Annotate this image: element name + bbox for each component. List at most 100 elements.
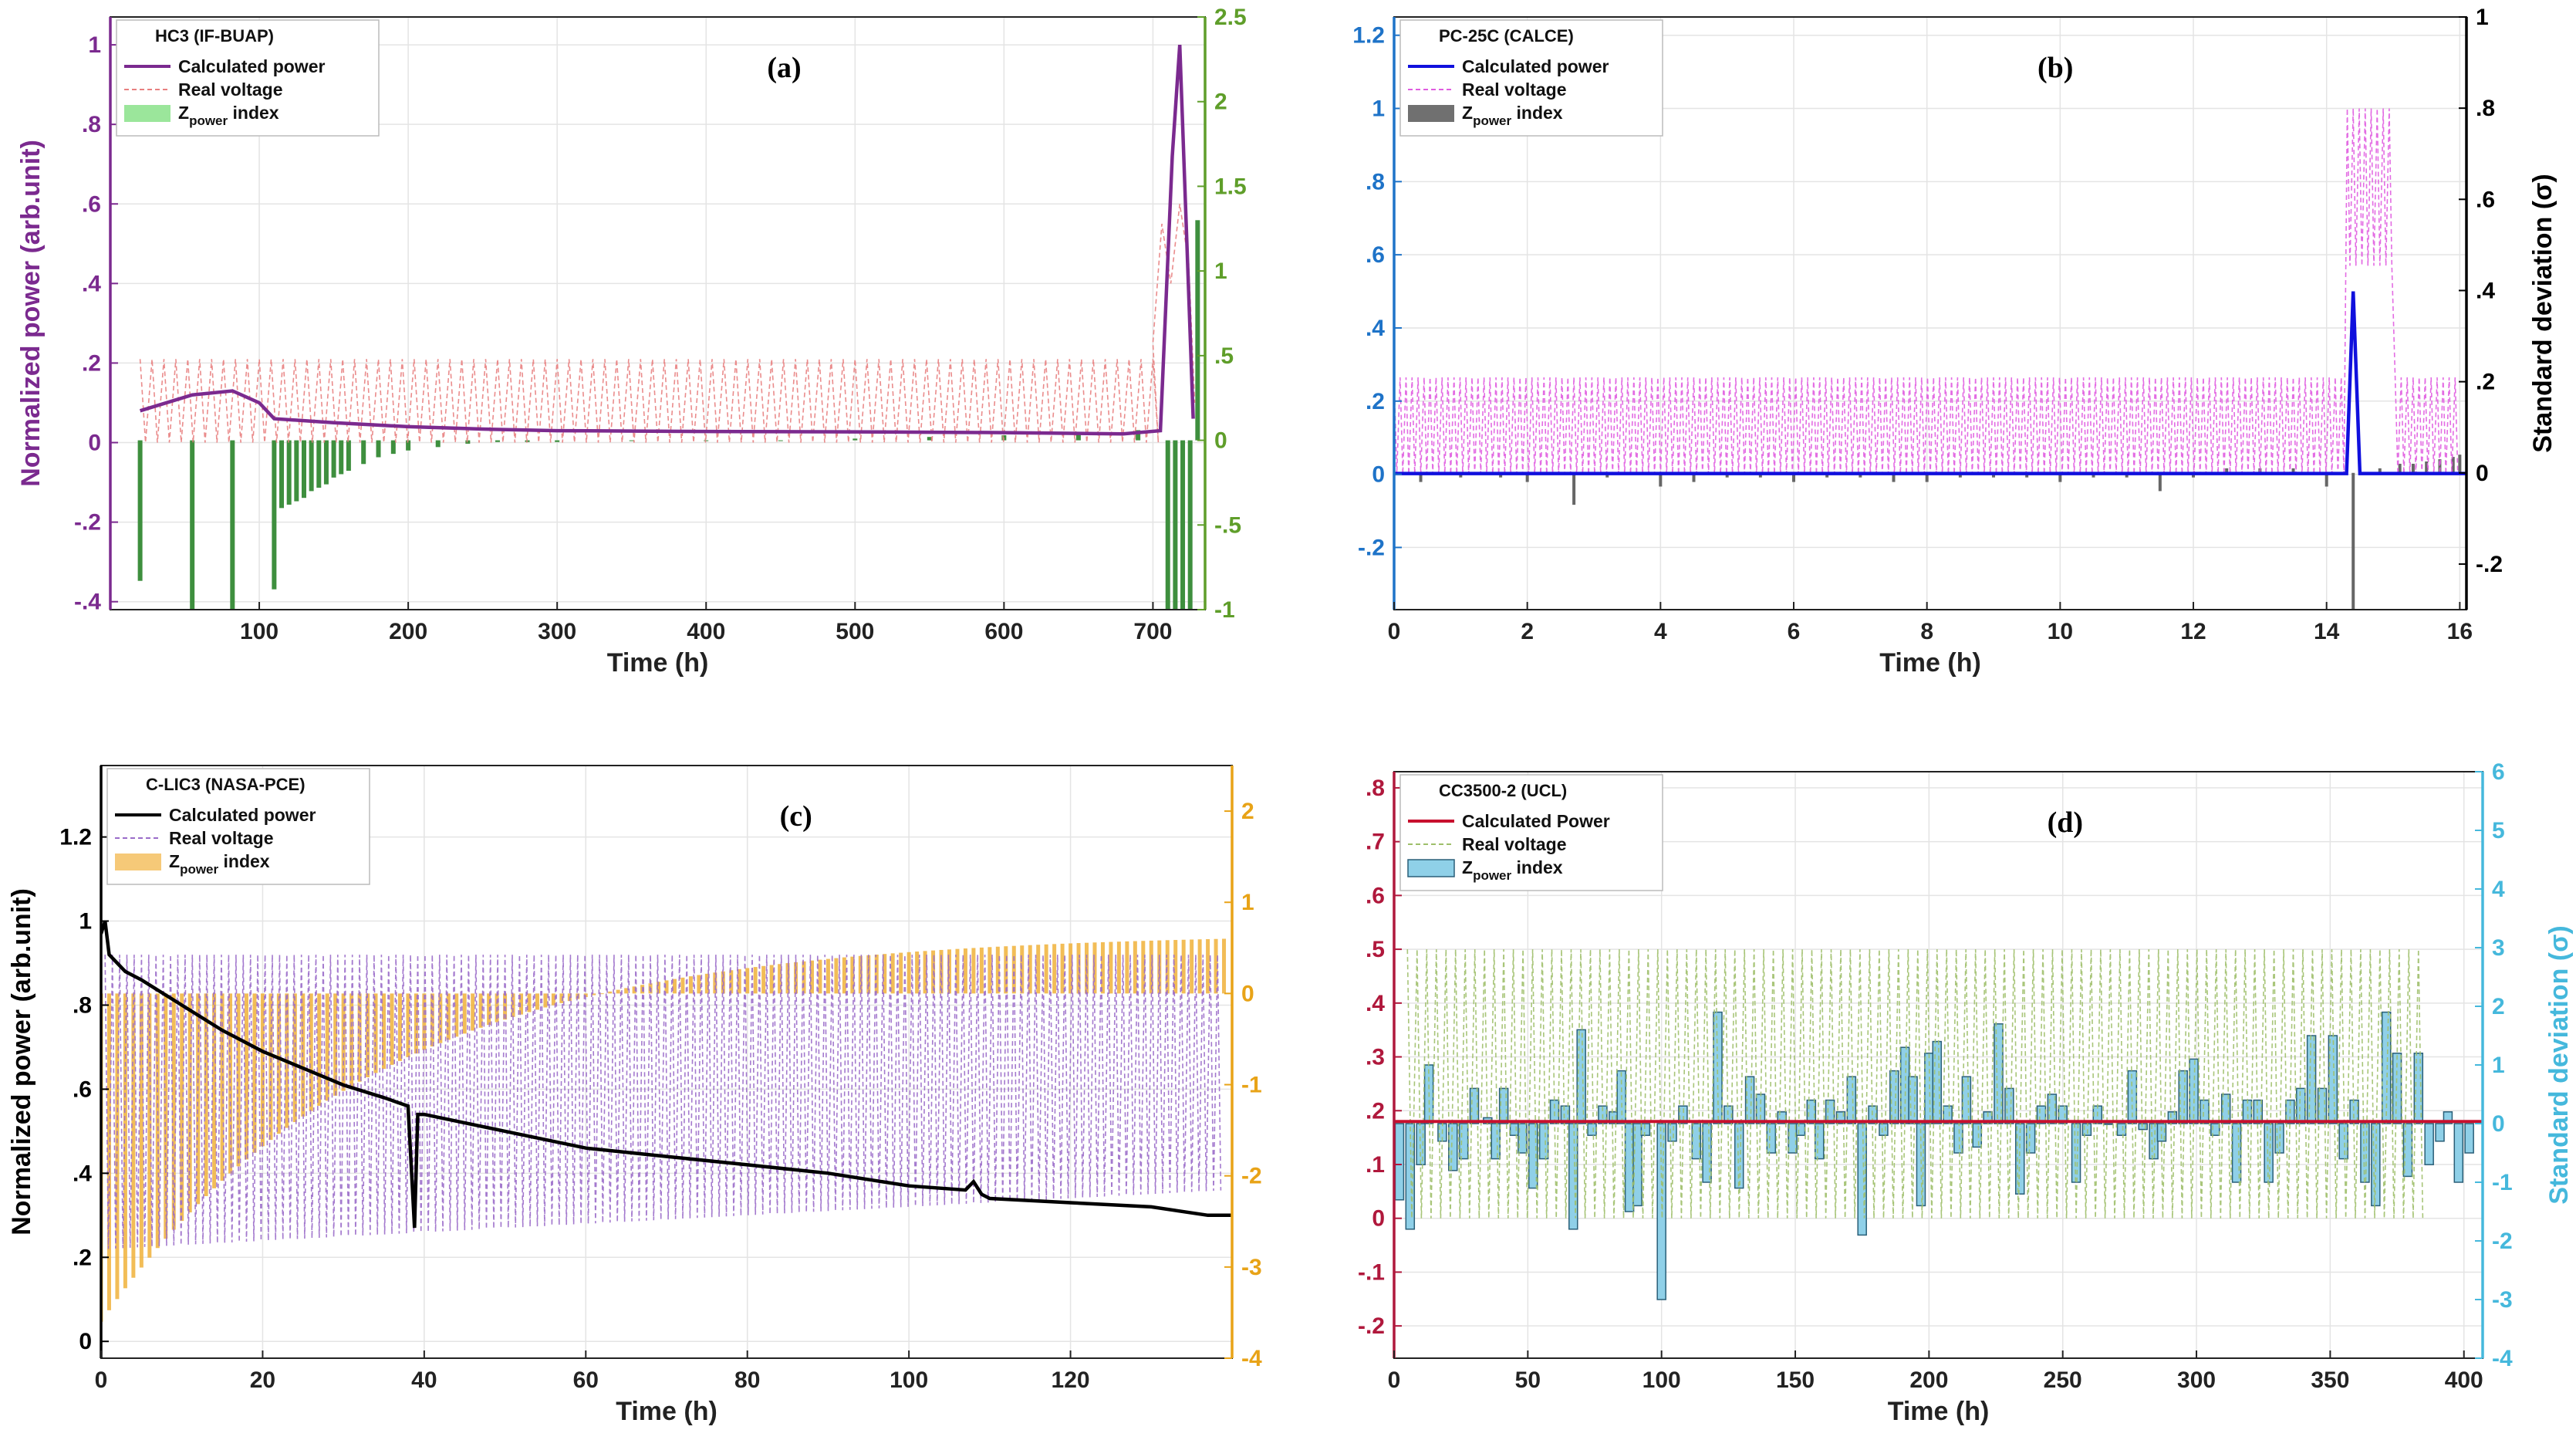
y-tick-label: 0: [88, 431, 101, 456]
zpower-bar: [555, 440, 560, 442]
zpower-bar: [495, 440, 500, 442]
x-tick-label: 200: [1909, 1367, 1948, 1393]
y-tick-label: .6: [1366, 883, 1385, 908]
panel-label: (d): [2048, 806, 2083, 839]
zpower-bar: [809, 960, 814, 994]
zpower-bar: [1498, 1087, 1509, 1124]
y-tick-label: .8: [82, 112, 101, 137]
zpower-bar: [390, 440, 396, 455]
y-tick-label: 0: [1372, 1206, 1385, 1232]
zpower-bar: [309, 440, 314, 492]
zpower-bar: [115, 993, 120, 1300]
x-tick-label: 12: [2180, 619, 2206, 644]
x-tick-label: 100: [240, 619, 279, 644]
y2-axis-label: Standard deviation (σ): [2544, 925, 2574, 1204]
y2-tick-label: 1: [2492, 1053, 2505, 1078]
zpower-bar: [316, 440, 322, 488]
y2-tick-label: -4: [1241, 1346, 1262, 1371]
x-tick-label: 80: [734, 1367, 760, 1393]
zpower-bar: [1044, 944, 1048, 994]
zpower-bar: [190, 440, 195, 610]
zpower-bar: [592, 993, 596, 995]
calculated-power-line: [139, 44, 1195, 436]
zpower-bar: [979, 947, 984, 994]
zpower-bar: [471, 993, 475, 1031]
zpower-bar: [947, 949, 951, 994]
y-tick-label: .5: [1366, 937, 1385, 962]
zpower-bar: [1181, 939, 1186, 994]
zpower-bar: [361, 440, 366, 465]
zpower-bar: [2453, 1123, 2464, 1183]
zpower-bar: [2324, 472, 2328, 487]
legend-title: CC3500-2 (UCL): [1439, 781, 1567, 800]
zpower-bar: [1092, 942, 1097, 994]
zpower-bar: [988, 947, 992, 994]
zpower-bar: [995, 946, 1000, 994]
zpower-bar: [1448, 1123, 1458, 1171]
zpower-bar: [1116, 941, 1121, 994]
zpower-bar: [1518, 1123, 1528, 1154]
zpower-bar: [2378, 468, 2382, 473]
panel-c: 0 20 40 60 80 100 120 0 .2 .4 .6 .8 1 1.2 -4 -3 -2 -1 0 1 2 T…: [7, 765, 1262, 1426]
zpower-bar: [1491, 1123, 1501, 1160]
y-tick-label: .8: [1366, 776, 1385, 801]
legend-z-letter: Z: [178, 103, 189, 123]
zpower-bar: [737, 968, 741, 994]
zpower-bar: [850, 956, 855, 994]
zpower-bar: [616, 989, 620, 994]
zpower-bar: [915, 952, 920, 994]
y2-tick-label: .8: [2476, 96, 2495, 121]
zpower-bar: [346, 440, 351, 472]
x-tick-label: 400: [2445, 1367, 2483, 1393]
zpower-bar: [2371, 1123, 2381, 1207]
zpower-bar: [204, 993, 208, 1196]
zpower-bar: [1180, 440, 1186, 610]
y2-tick-label: 1: [1214, 259, 1227, 284]
zpower-bar: [260, 993, 265, 1147]
x-tick-label: 6: [1788, 619, 1801, 644]
x-tick-label: 40: [411, 1367, 437, 1393]
zpower-bar: [462, 993, 467, 1034]
zpower-bar: [883, 954, 887, 994]
zpower-bar: [1576, 1029, 1586, 1124]
zpower-bar: [971, 948, 976, 994]
zpower-bar: [1788, 1123, 1798, 1154]
legend-z-letter: Z: [1462, 103, 1473, 123]
zpower-bar: [1075, 433, 1081, 441]
x-axis-label: Time (h): [607, 648, 709, 678]
x-tick-label: 150: [1776, 1367, 1815, 1393]
legend-label-calculated-power: Calculated power: [178, 56, 325, 76]
zpower-bar: [2231, 1123, 2242, 1183]
zpower-bar: [632, 986, 636, 994]
zpower-bar: [2411, 463, 2415, 473]
zpower-bar: [272, 440, 277, 590]
calculated-power-line: [101, 920, 1232, 1229]
zpower-bars: [137, 220, 1200, 610]
plot-area: [1394, 949, 2483, 1300]
x-tick-label: 20: [250, 1367, 275, 1393]
zpower-bar: [212, 993, 217, 1188]
zpower-bar: [2338, 1123, 2348, 1160]
zpower-bar: [535, 993, 539, 1010]
zpower-bar: [1136, 430, 1141, 441]
zpower-bar: [818, 959, 822, 994]
zpower-bar: [147, 993, 152, 1258]
zpower-bar: [430, 993, 434, 1047]
zpower-bar: [1538, 1123, 1549, 1160]
x-tick-label: 14: [2314, 619, 2340, 644]
zpower-bar: [139, 993, 143, 1268]
y2-tick-label: 0: [2492, 1111, 2505, 1137]
zpower-bar: [454, 993, 459, 1037]
y-tick-label: .6: [73, 1077, 92, 1102]
zpower-bar: [2156, 1123, 2167, 1142]
y2-tick-label: -1: [1214, 597, 1235, 623]
grid: [110, 17, 1205, 610]
legend-title: PC-25C (CALCE): [1439, 26, 1574, 46]
zpower-bar: [834, 958, 839, 994]
x-tick-label: 10: [2048, 619, 2073, 644]
y-tick-label: .6: [82, 191, 101, 217]
y2-tick-label: 2: [1214, 90, 1227, 115]
zpower-bar: [341, 993, 346, 1091]
zpower-bar: [2071, 1123, 2081, 1183]
zpower-bar: [2167, 1111, 2178, 1124]
